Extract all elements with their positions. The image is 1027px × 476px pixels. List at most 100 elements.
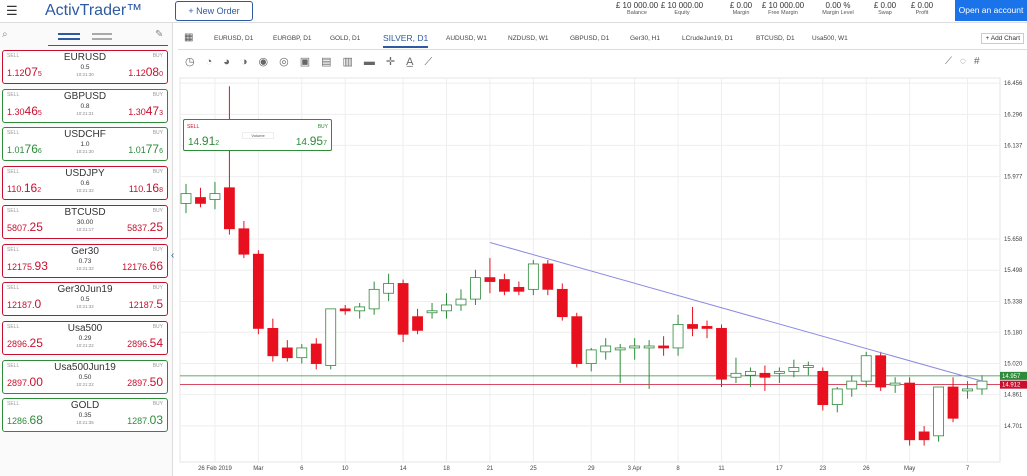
sell-price[interactable]: 12187.0 (7, 297, 41, 311)
chart-tab[interactable]: AUDUSD, W1 (446, 35, 487, 42)
sell-price[interactable]: 2896.25 (7, 336, 43, 350)
y-tick-label: 15.020 (1004, 362, 1023, 368)
instrument-card[interactable]: SELL BUY GOLD 0.35 10:21:35 1286.68 1287.03 (2, 398, 168, 433)
candle-body (976, 380, 988, 390)
y-tick-label: 15.977 (1004, 175, 1023, 181)
price-part: 5807. (7, 222, 30, 233)
instrument-card[interactable]: SELL BUY GBPUSD 0.8 10:21:31 1.30465 1.30473 (2, 88, 168, 123)
time: 10:21:30 (76, 149, 94, 155)
buy-price[interactable]: 1.30473 (128, 104, 163, 118)
price-part: 1.30 (7, 106, 25, 117)
instrument-card[interactable]: SELL BUY Ger30Jun19 0.5 10:21:32 12187.0 12187… (2, 282, 168, 317)
y-tick-label: 14.861 (1004, 393, 1023, 399)
sell-price[interactable]: 12175.93 (7, 259, 48, 273)
candle-body (209, 193, 221, 200)
sell-price[interactable]: 2897.00 (7, 375, 43, 389)
stat: 0.00 % Margin Level (808, 1, 868, 16)
edit-icon[interactable]: ✎ (155, 29, 164, 40)
buy-price[interactable]: 14.957 (296, 134, 327, 148)
buy-price[interactable]: 12176.66 (122, 259, 163, 273)
instrument-card[interactable]: SELL BUY Ger30 0.73 10:21:32 12175.93 12176.66 (2, 243, 168, 278)
sell-price[interactable]: 14.912 (188, 134, 219, 148)
sell-label: SELL (7, 169, 20, 176)
chart-tab[interactable]: BTCUSD, D1 (756, 35, 795, 42)
candle-body (325, 308, 337, 366)
price-part: 46 (24, 103, 38, 118)
menu-icon[interactable]: ☰ (6, 3, 18, 18)
volume[interactable]: Volume (242, 132, 274, 139)
candle-body (339, 308, 351, 312)
instrument-name: Usa500Jun19 (54, 361, 116, 373)
price-part: 1.12 (7, 68, 25, 78)
chart-tab[interactable]: Usa500, W1 (812, 35, 848, 42)
chart-tab[interactable]: EURUSD, D1 (214, 35, 254, 42)
buy-price[interactable]: 1287.03 (127, 413, 163, 427)
grid-view[interactable] (92, 33, 112, 40)
chart-tab[interactable]: SILVER, D1 (383, 33, 429, 48)
chart-tab[interactable]: LCrudeJun19, D1 (682, 35, 733, 42)
toolbar[interactable]: ◷◔◕◑◉◎▣▤▥▬✛A̲⟋ (185, 56, 444, 68)
candle-body (281, 347, 293, 359)
open-account-button[interactable]: Open an account (955, 0, 1027, 21)
sell-price[interactable]: 1286.68 (7, 413, 43, 427)
instrument-card[interactable]: SELL BUY EURUSD 0.5 10:21:30 1.12075 1.12080 (2, 50, 168, 84)
buy-price[interactable]: 110.168 (129, 181, 163, 195)
sell-price[interactable]: 1.12075 (7, 65, 42, 79)
sell-price[interactable]: 110.162 (7, 181, 41, 195)
candle-body (947, 386, 959, 419)
buy-price[interactable]: 1.01776 (128, 142, 163, 156)
sell-price[interactable]: 1.30465 (7, 104, 42, 118)
buy-label: BUY (152, 362, 163, 369)
instrument-card[interactable]: SELL BUY Usa500 0.29 10:21:22 2896.25 2896.54 (2, 320, 168, 355)
instrument-card[interactable]: SELL BUY USDCHF 1.0 10:21:30 1.01766 1.01776 (2, 127, 168, 162)
candle-body (426, 310, 438, 314)
chart-tab[interactable]: EURGBP, D1 (273, 35, 312, 42)
buy-price[interactable]: 1.12080 (128, 65, 163, 79)
stat-label: Margin (732, 10, 750, 16)
list-view[interactable] (58, 33, 80, 40)
x-tick-label: 17 (776, 466, 783, 472)
candle-body (701, 326, 713, 329)
stat-label: Swap (878, 10, 892, 16)
price-part: 93 (34, 258, 48, 273)
instrument-card[interactable]: SELL BUY BTCUSD 30.00 10:21:17 5807.25 5837.25 (2, 204, 168, 239)
y-tick-label: 14.701 (1004, 424, 1023, 430)
sell-price[interactable]: 5807.25 (7, 220, 43, 234)
candle-body (397, 283, 409, 335)
spread: 1.0 (80, 141, 90, 149)
spread: 0.5 (80, 64, 90, 71)
toolbar-right[interactable]: ⟋◌# (945, 56, 988, 67)
time: 10:21:35 (76, 420, 94, 426)
price-part: 12176. (122, 261, 150, 272)
search-icon[interactable]: ⌕ (2, 29, 8, 40)
new-order-button[interactable]: + New Order (175, 1, 253, 21)
price-part: 2896. (7, 338, 30, 349)
candle-body (571, 316, 583, 364)
add-chart[interactable]: + Add Chart (981, 33, 1024, 44)
buy-price[interactable]: 2896.54 (127, 336, 163, 350)
x-tick-label: 3 Apr (628, 466, 642, 472)
buy-price[interactable]: 2897.50 (127, 375, 163, 389)
x-tick-label: 29 (588, 466, 595, 472)
instrument-card[interactable]: SELL BUY Usa500Jun19 0.50 10:21:22 2897.00 289… (2, 359, 168, 394)
chart-tab[interactable]: GBPUSD, D1 (570, 35, 610, 42)
collapse-arrow[interactable]: ‹ (171, 250, 175, 261)
instrument-card[interactable]: SELL BUY USDJPY 0.6 10:21:32 110.162 110.168 (2, 166, 168, 201)
buy-price[interactable]: 5837.25 (127, 220, 163, 234)
chart-tab[interactable]: GOLD, D1 (330, 35, 361, 42)
chart-tab[interactable]: NZDUSD, W1 (508, 35, 549, 42)
price-part: 5837. (127, 222, 150, 233)
chart-tab[interactable]: Ger30, H1 (630, 35, 660, 42)
candle-body (252, 253, 264, 329)
candle-body (484, 277, 496, 282)
time: 10:21:17 (76, 226, 94, 232)
buy-price[interactable]: 12187.5 (129, 297, 163, 311)
sell-price[interactable]: 1.01766 (7, 142, 42, 156)
price-part: 6 (159, 148, 163, 156)
price-part: 25 (149, 219, 163, 234)
layout-icon[interactable]: ▦ (184, 32, 194, 43)
candle-body (860, 355, 872, 382)
stat-label: Margin Level (822, 10, 854, 16)
time: 10:21:32 (76, 304, 94, 310)
candle-body (238, 228, 250, 255)
